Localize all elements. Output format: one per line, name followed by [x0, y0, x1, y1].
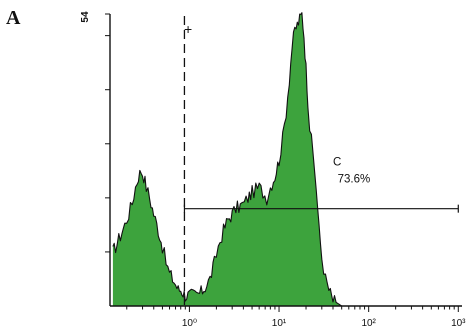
y-tick-label: 54: [80, 11, 91, 23]
x-tick-label: 10⁰: [182, 318, 197, 329]
gate-percent: 73.6%: [338, 174, 371, 186]
histogram-fill: [112, 12, 342, 306]
x-tick-label: 10¹: [272, 318, 287, 329]
x-tick-label: 10³: [451, 318, 466, 329]
x-tick-label: 10²: [361, 318, 376, 329]
gate-region: C 73.6%: [183, 157, 459, 213]
axes: 54 10⁰ 10¹ 10² 10³: [80, 11, 466, 329]
gate-label: C: [333, 157, 341, 169]
threshold-plus-marker: +: [184, 21, 192, 37]
plot-area: [112, 12, 342, 307]
histogram-outline: [112, 12, 342, 307]
panel-label: A: [6, 7, 21, 29]
threshold-marker: +: [183, 16, 192, 306]
